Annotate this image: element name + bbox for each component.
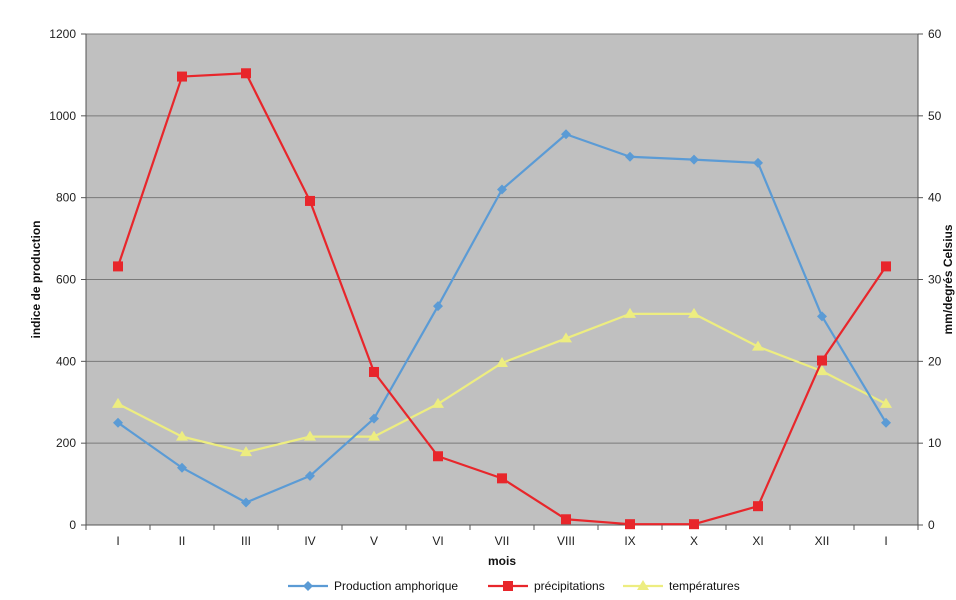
x-tick-label: I (884, 534, 887, 548)
data-point (496, 356, 508, 367)
x-tick-label: IV (304, 534, 315, 548)
series-0 (113, 129, 891, 508)
legend: Production amphorique précipitations tempé… (288, 579, 740, 593)
data-point (176, 430, 188, 441)
data-point (497, 184, 507, 195)
data-point (497, 473, 507, 484)
y-tick-label: 1200 (49, 27, 76, 41)
y-axis-title: indice de production (29, 220, 43, 338)
x-tick-label: IX (624, 534, 635, 548)
y2-tick-label: 20 (928, 354, 942, 368)
y2-tick-label: 50 (928, 109, 942, 123)
data-point (241, 497, 251, 508)
data-point (368, 430, 380, 441)
y2-tick-label: 40 (928, 191, 942, 205)
data-point (113, 261, 123, 272)
x-tick-label: XI (752, 534, 763, 548)
x-tick-label: V (370, 534, 378, 548)
data-point (689, 154, 699, 165)
data-point (637, 580, 649, 590)
legend-label: Production amphorique (334, 579, 458, 593)
data-point (503, 581, 513, 591)
y2-tick-label: 30 (928, 273, 942, 287)
y-tick-label: 400 (56, 354, 76, 368)
legend-item: Production amphorique (288, 579, 458, 593)
data-point (625, 519, 635, 530)
y-tick-label: 1000 (49, 109, 76, 123)
data-point (880, 397, 892, 408)
data-point (369, 413, 379, 424)
legend-item: températures (623, 579, 740, 593)
y-tick-label: 0 (69, 518, 76, 532)
y2-axis-title: mm/degrés Celsius (941, 224, 955, 334)
legend-item: précipitations (488, 579, 605, 593)
legend-label: précipitations (534, 579, 605, 593)
data-point (561, 129, 571, 140)
x-tick-label: VI (432, 534, 443, 548)
y2-tick-label: 0 (928, 518, 935, 532)
data-point (561, 514, 571, 525)
x-axis-title: mois (488, 554, 516, 568)
data-point (625, 151, 635, 162)
data-point (560, 332, 572, 343)
data-point (816, 365, 828, 376)
x-tick-label: VII (495, 534, 510, 548)
data-point (241, 68, 251, 79)
data-point (817, 355, 827, 366)
y-tick-label: 600 (56, 273, 76, 287)
data-point (689, 519, 699, 530)
series-1 (113, 68, 891, 530)
y-tick-label: 200 (56, 436, 76, 450)
data-point (817, 311, 827, 322)
x-tick-label: II (179, 534, 186, 548)
y2-tick-label: 10 (928, 436, 942, 450)
x-tick-label: VIII (557, 534, 575, 548)
data-point (369, 366, 379, 377)
data-point (753, 501, 763, 512)
axes (81, 33, 923, 530)
series-layer (112, 68, 892, 530)
data-point (432, 397, 444, 408)
data-point (113, 417, 123, 428)
data-point (305, 195, 315, 206)
data-point (177, 462, 187, 473)
data-point (753, 157, 763, 168)
data-point (881, 417, 891, 428)
data-point (433, 301, 443, 312)
data-point (881, 261, 891, 272)
data-point (240, 446, 252, 457)
x-tick-label: XII (815, 534, 830, 548)
x-tick-label: I (116, 534, 119, 548)
y2-tick-label: 60 (928, 27, 942, 41)
x-tick-label: III (241, 534, 251, 548)
data-point (177, 71, 187, 82)
series-2 (112, 307, 892, 457)
data-point (304, 430, 316, 441)
data-point (433, 451, 443, 462)
data-point (624, 307, 636, 318)
data-point (112, 397, 124, 408)
data-point (303, 581, 313, 591)
y-tick-label: 800 (56, 191, 76, 205)
legend-label: températures (669, 579, 740, 593)
data-point (752, 340, 764, 351)
data-point (305, 470, 315, 481)
x-tick-label: X (690, 534, 698, 548)
data-point (688, 307, 700, 318)
